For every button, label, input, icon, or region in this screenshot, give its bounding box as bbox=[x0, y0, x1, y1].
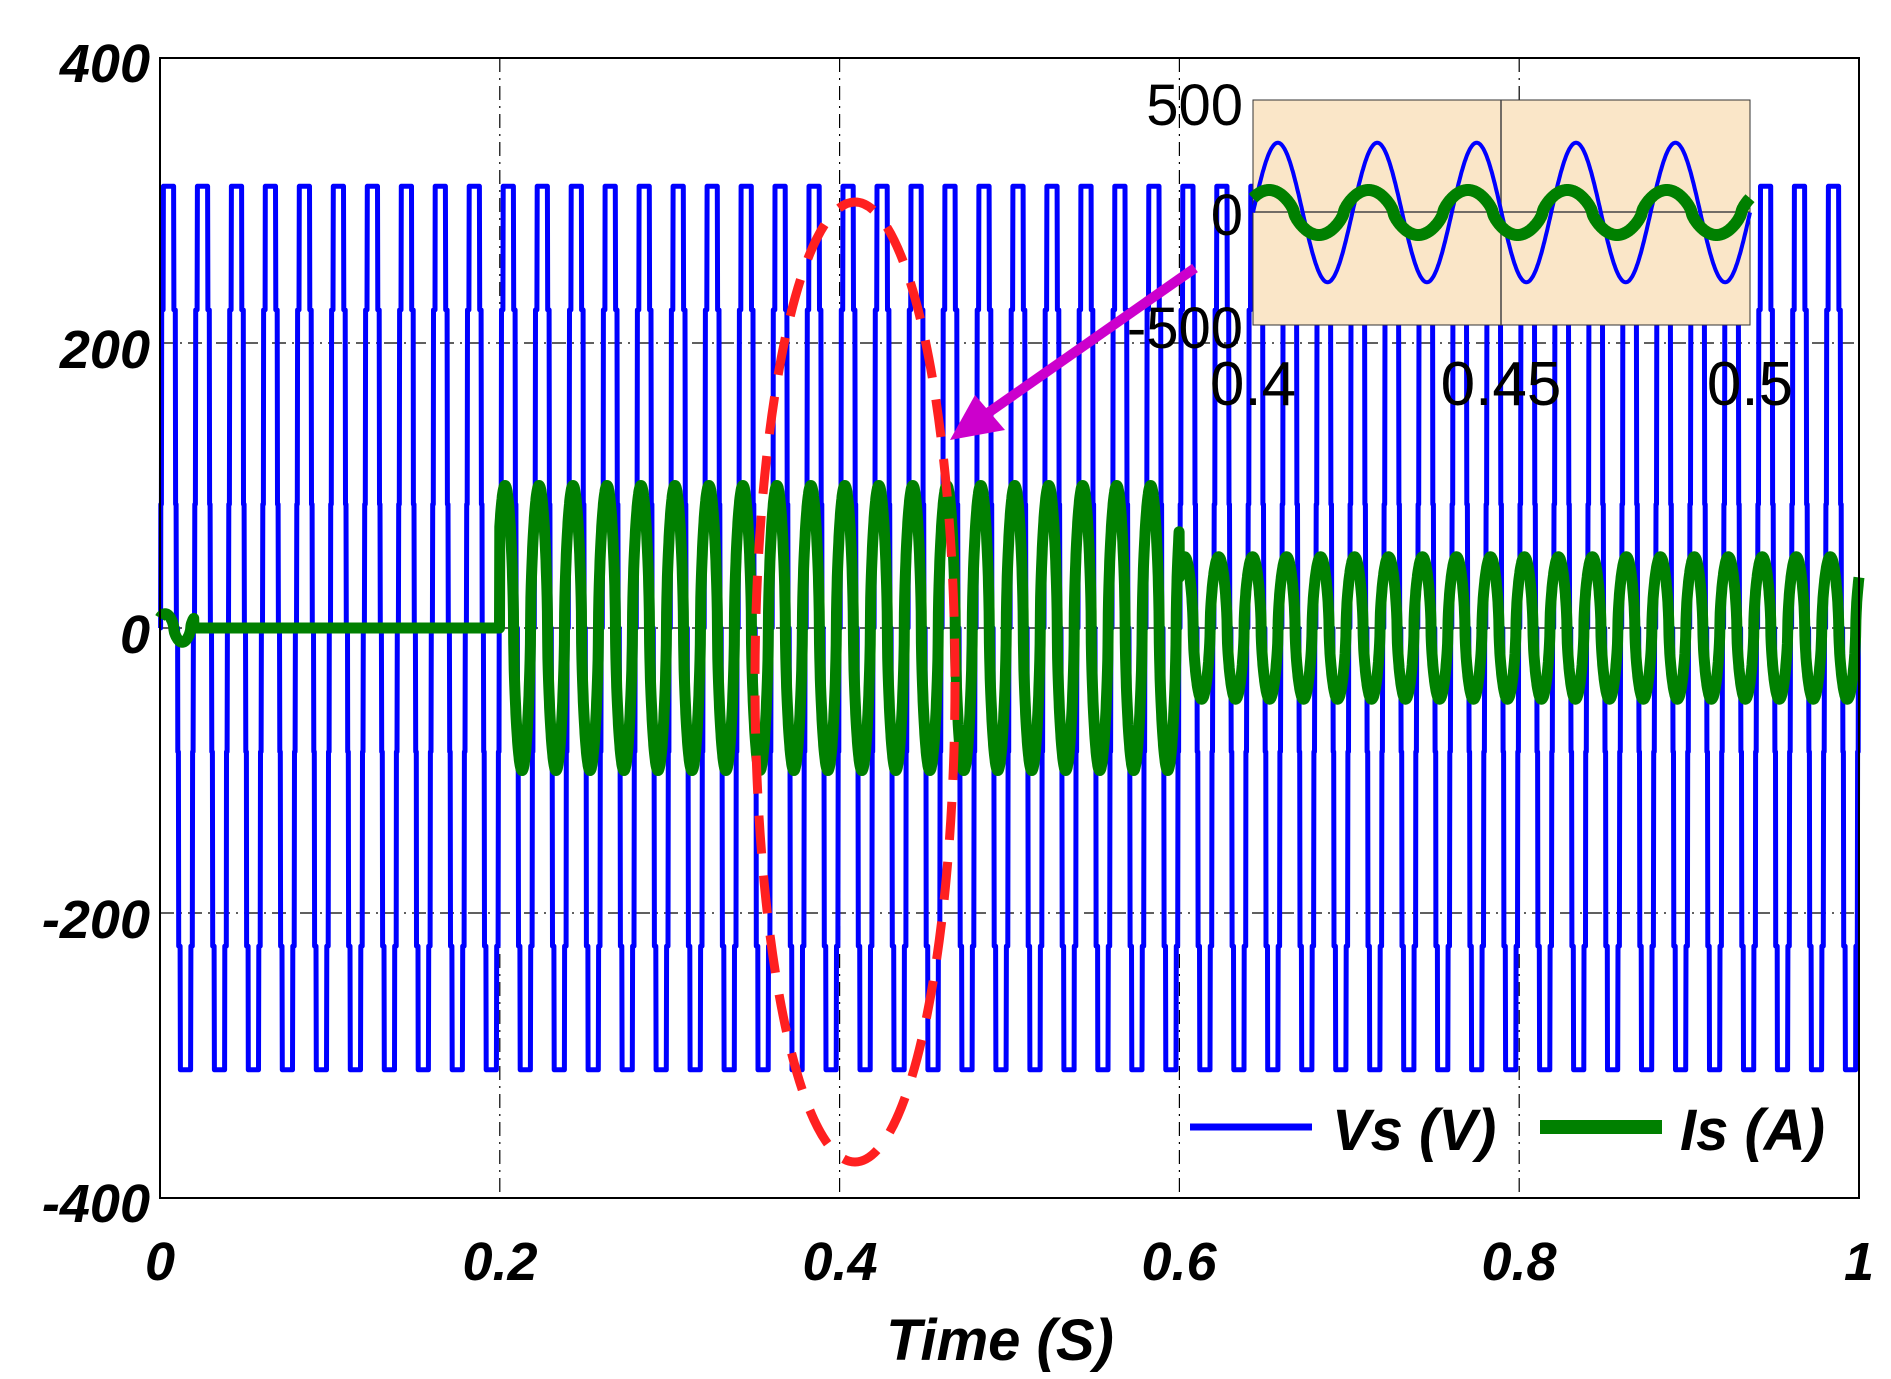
inset-y-tick-label: -500 bbox=[1127, 296, 1243, 361]
inset-y-tick-label: 500 bbox=[1146, 73, 1243, 138]
x-tick-labels: 0 0.2 0.4 0.6 0.8 1 bbox=[145, 1232, 1874, 1292]
inset-x-tick-label: 0.4 bbox=[1210, 350, 1296, 419]
pointer-arrow bbox=[950, 263, 1198, 440]
y-tick-label: -200 bbox=[42, 890, 150, 950]
x-tick-label: 0.4 bbox=[802, 1232, 877, 1292]
highlight-ellipse bbox=[750, 197, 960, 1167]
legend-label-vs: Vs (V) bbox=[1332, 1098, 1496, 1163]
inset-series-line-is bbox=[1247, 184, 1756, 241]
y-tick-label: -400 bbox=[42, 1174, 150, 1234]
y-tick-label: 200 bbox=[59, 320, 150, 380]
plot-frame bbox=[159, 57, 1860, 1199]
legend-label-is: Is (A) bbox=[1680, 1098, 1825, 1163]
x-tick-label: 0.2 bbox=[462, 1232, 537, 1292]
inset-plot: 500 0 -500 0.4 0.45 0.5 bbox=[1127, 73, 1793, 419]
y-tick-labels: 400 200 0 -200 -400 bbox=[42, 34, 150, 1234]
legend: Vs (V) Is (A) bbox=[1190, 1098, 1825, 1163]
inset-series-line-vs bbox=[1251, 140, 1752, 285]
x-tick-label: 0 bbox=[145, 1232, 175, 1292]
main-series bbox=[154, 183, 1865, 1073]
x-tick-label: 0.6 bbox=[1141, 1232, 1217, 1292]
inset-x-tick-label: 0.5 bbox=[1707, 350, 1793, 419]
inset-y-tick-label: 0 bbox=[1211, 183, 1243, 248]
x-axis-label: Time (S) bbox=[886, 1308, 1114, 1373]
x-tick-label: 1 bbox=[1844, 1232, 1874, 1292]
inset-series bbox=[1247, 140, 1756, 285]
y-tick-label: 0 bbox=[120, 605, 150, 665]
x-tick-label: 0.8 bbox=[1481, 1232, 1556, 1292]
y-tick-label: 400 bbox=[59, 34, 150, 94]
series-line-is bbox=[154, 480, 1865, 776]
inset-x-tick-label: 0.45 bbox=[1441, 350, 1562, 419]
